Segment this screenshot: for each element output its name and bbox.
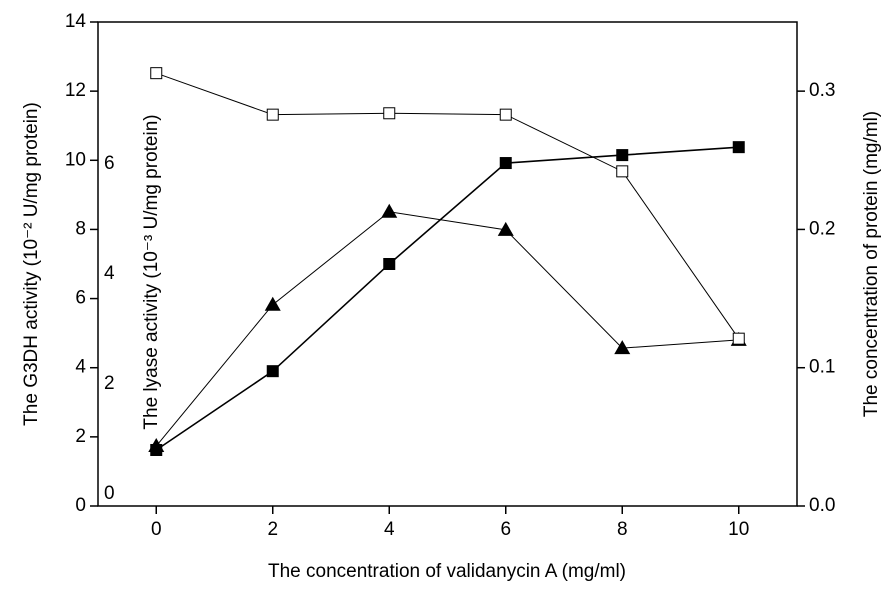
y2-tick-label: 0.1 [809,357,835,378]
y2-tick-label: 0.0 [809,495,835,516]
x-tick-label: 0 [151,519,162,540]
y3-tick-label: 0 [104,483,115,504]
x-tick-label: 4 [384,519,395,540]
y2-tick-label: 0.2 [809,218,835,239]
square-marker [616,149,629,162]
x-tick-label: 6 [500,519,511,540]
y2-axis-title: The concentration of protein (mg/ml) [861,111,882,417]
y-tick-label: 6 [75,288,86,309]
triangle-marker [264,296,281,311]
square-marker [616,165,629,178]
y3-tick-label: 4 [104,263,115,284]
y-tick-label: 8 [75,218,86,239]
series-line [155,146,739,451]
series-line [155,211,739,447]
triangle-marker [614,340,631,355]
x-tick-label: 10 [728,519,749,540]
y-axis-title: The G3DH activity (10⁻² U/mg protein) [21,102,42,426]
square-marker [732,141,745,154]
triangle-marker [148,438,165,453]
square-marker [266,365,279,378]
triangle-marker [497,221,514,236]
triangle-marker [381,203,398,218]
square-marker [499,157,512,170]
y-tick-label: 14 [65,11,87,32]
x-tick-label: 2 [267,519,278,540]
y-tick-label: 0 [75,495,86,516]
square-marker [150,67,163,80]
y-tick-label: 12 [65,80,86,101]
square-marker [266,108,279,121]
x-tick-label: 8 [617,519,628,540]
plot-frame [97,21,798,507]
y3-tick-label: 6 [104,153,115,174]
x-axis-title: The concentration of validanycin A (mg/m… [268,561,626,582]
y2-tick-label: 0.3 [809,80,835,101]
square-marker [383,107,396,120]
y3-axis-title: The lyase activity (10⁻³ U/mg protein) [141,114,162,429]
square-marker [732,332,745,345]
series-line [156,72,740,339]
y-tick-label: 4 [75,357,86,378]
square-marker [383,258,396,270]
square-marker [499,108,512,121]
y3-tick-label: 2 [104,373,115,394]
y-tick-label: 10 [65,149,86,170]
y-tick-label: 2 [75,426,86,447]
